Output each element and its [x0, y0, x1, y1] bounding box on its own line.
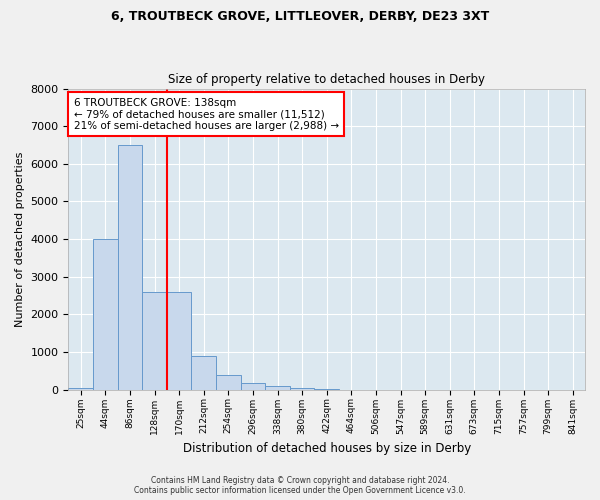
Text: 6, TROUTBECK GROVE, LITTLEOVER, DERBY, DE23 3XT: 6, TROUTBECK GROVE, LITTLEOVER, DERBY, D… — [111, 10, 489, 23]
Bar — [265, 386, 290, 390]
Bar — [191, 356, 216, 390]
Y-axis label: Number of detached properties: Number of detached properties — [15, 152, 25, 327]
Text: 6 TROUTBECK GROVE: 138sqm
← 79% of detached houses are smaller (11,512)
21% of s: 6 TROUTBECK GROVE: 138sqm ← 79% of detac… — [74, 98, 338, 131]
Bar — [93, 239, 118, 390]
Bar — [241, 383, 265, 390]
X-axis label: Distribution of detached houses by size in Derby: Distribution of detached houses by size … — [182, 442, 471, 455]
Text: Contains HM Land Registry data © Crown copyright and database right 2024.
Contai: Contains HM Land Registry data © Crown c… — [134, 476, 466, 495]
Bar — [142, 292, 167, 390]
Bar — [216, 376, 241, 390]
Bar — [68, 388, 93, 390]
Bar — [167, 292, 191, 390]
Bar — [290, 388, 314, 390]
Bar — [118, 145, 142, 390]
Title: Size of property relative to detached houses in Derby: Size of property relative to detached ho… — [168, 73, 485, 86]
